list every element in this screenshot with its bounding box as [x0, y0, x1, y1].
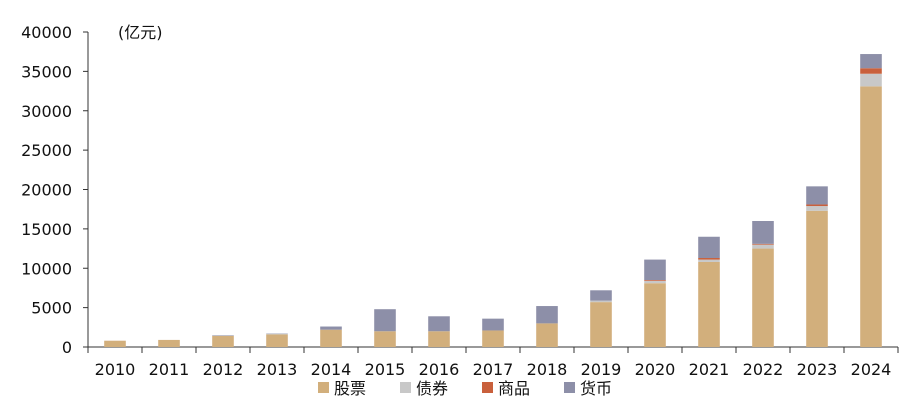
x-tick-label: 2023	[797, 360, 838, 379]
x-axis: 2010 2011 2012 2013 2014 2015 2016 2017 2018 2019…	[87, 346, 899, 379]
bar-segment-货币-2014	[320, 326, 342, 330]
bar-segment-货币-2016	[428, 316, 450, 332]
y-tick-label: 40000	[21, 23, 72, 42]
y-tick-label: 35000	[21, 62, 72, 81]
x-tick-label: 2010	[95, 360, 136, 379]
bar-segment-商品-2024	[860, 68, 882, 74]
bar-segment-货币-2015	[374, 309, 396, 332]
bar-segment-债券-2022	[752, 244, 774, 249]
bar-segment-股票-2019	[590, 302, 612, 347]
y-tick-label: 5000	[31, 299, 72, 318]
bar-segment-货币-2019	[590, 290, 612, 301]
bar-segment-货币-2021	[698, 236, 720, 259]
bar-segment-商品-2020	[644, 280, 666, 281]
bar-segment-债券-2023	[806, 206, 828, 211]
x-tick-label: 2012	[203, 360, 244, 379]
y-tick-label: 0	[62, 338, 72, 357]
bar-segment-商品-2023	[806, 204, 828, 207]
legend-label: 股票	[334, 379, 366, 398]
x-tick-label: 2020	[635, 360, 676, 379]
y-tick-label: 25000	[21, 141, 72, 160]
bar-segment-货币-2020	[644, 259, 666, 281]
bar-segment-债券-2021	[698, 259, 720, 262]
bar-segment-债券-2024	[860, 73, 882, 87]
bar-segment-股票-2012	[212, 335, 234, 347]
bar-segment-商品-2022	[752, 243, 774, 245]
bar-segment-股票-2016	[428, 331, 450, 347]
legend-swatch	[400, 382, 411, 393]
legend-swatch	[482, 382, 493, 393]
bar-segment-股票-2014	[320, 329, 342, 347]
legend-label: 债券	[416, 379, 448, 398]
bar-segment-股票-2023	[806, 210, 828, 347]
x-tick-label: 2018	[527, 360, 568, 379]
x-tick-label: 2013	[257, 360, 298, 379]
bar-segment-货币-2018	[536, 306, 558, 324]
bar-segment-商品-2021	[698, 258, 720, 260]
x-tick-label: 2021	[689, 360, 730, 379]
bar-segment-股票-2022	[752, 248, 774, 347]
bar-segment-股票-2020	[644, 283, 666, 347]
legend-label: 货币	[580, 379, 612, 398]
legend: 股票 债券 商品 货币	[318, 379, 612, 398]
y-axis: 0 5000 10000 15000 20000 25000 30000 35000 40000	[21, 23, 89, 357]
bar-segment-股票-2013	[266, 334, 288, 347]
bar-segment-股票-2024	[860, 86, 882, 348]
y-tick-label: 30000	[21, 102, 72, 121]
bar-segment-货币-2017	[482, 318, 504, 331]
bars	[104, 54, 882, 348]
x-tick-label: 2016	[419, 360, 460, 379]
x-tick-label: 2017	[473, 360, 514, 379]
y-tick-label: 15000	[21, 220, 72, 239]
y-tick-label: 20000	[21, 181, 72, 200]
x-tick-label: 2022	[743, 360, 784, 379]
x-tick-label: 2014	[311, 360, 352, 379]
legend-swatch	[318, 382, 329, 393]
legend-label: 商品	[498, 379, 530, 398]
bar-segment-债券-2019	[590, 300, 612, 303]
bar-segment-债券-2020	[644, 280, 666, 284]
y-tick-label: 10000	[21, 259, 72, 278]
bar-segment-货币-2024	[860, 54, 882, 69]
x-tick-label: 2011	[149, 360, 190, 379]
bar-segment-股票-2017	[482, 330, 504, 347]
x-tick-label: 2024	[851, 360, 892, 379]
bar-segment-股票-2015	[374, 331, 396, 347]
unit-label: (亿元)	[118, 23, 163, 42]
bar-segment-股票-2018	[536, 323, 558, 347]
x-tick-label: 2019	[581, 360, 622, 379]
bar-segment-货币-2022	[752, 221, 774, 244]
bar-segment-股票-2010	[104, 340, 126, 347]
legend-swatch	[564, 382, 575, 393]
x-tick-label: 2015	[365, 360, 406, 379]
bar-segment-货币-2023	[806, 186, 828, 205]
bar-segment-股票-2011	[158, 339, 180, 347]
bar-segment-股票-2021	[698, 261, 720, 347]
